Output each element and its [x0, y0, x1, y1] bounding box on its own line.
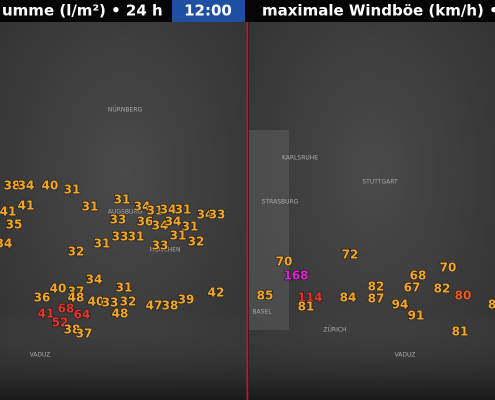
rhine-valley [249, 130, 289, 330]
place-label: AUGSBURG [108, 209, 143, 216]
value-label: 31 [182, 220, 199, 234]
place-label: VADUZ [30, 352, 51, 359]
value-label: 168 [283, 269, 308, 283]
place-label: ZÜRICH [323, 327, 346, 334]
value-label: 48 [68, 291, 85, 305]
place-label: BASEL [252, 309, 272, 316]
time-box [172, 0, 245, 22]
value-label: 84 [340, 291, 357, 305]
value-label: 8 [488, 298, 495, 312]
value-label: 32 [68, 245, 85, 259]
value-label: 81 [298, 300, 315, 314]
value-label: 34 [134, 200, 151, 214]
value-label: 33 [112, 230, 129, 244]
value-label: 41 [18, 199, 35, 213]
value-label: 31 [170, 229, 187, 243]
value-label: 37 [76, 327, 93, 341]
left-title: umme (l/m²) • 24 h [2, 2, 163, 20]
value-label: 38 [162, 299, 179, 313]
value-label: 72 [342, 248, 359, 262]
value-label: 33 [110, 213, 127, 227]
value-label: 64 [74, 308, 91, 322]
value-label: 82 [434, 282, 451, 296]
value-label: 38 [4, 179, 21, 193]
value-label: 34 [86, 273, 103, 287]
value-label: 31 [175, 203, 192, 217]
value-label: 48 [112, 307, 129, 321]
value-label: 31 [64, 183, 81, 197]
value-label: 35 [6, 218, 23, 232]
value-label: 40 [50, 282, 67, 296]
value-label: 37 [68, 285, 85, 299]
value-label: 94 [392, 298, 409, 312]
place-label: NÜRNBERG [108, 107, 143, 114]
value-label: 34 [160, 203, 177, 217]
value-label: 91 [408, 309, 425, 323]
value-label: 68 [410, 269, 427, 283]
place-label: STRASBURG [262, 199, 299, 206]
value-label: 81 [452, 325, 469, 339]
value-label: 80 [455, 289, 472, 303]
value-label: 31 [82, 200, 99, 214]
value-label: 70 [440, 261, 457, 275]
value-label: 36 [34, 291, 51, 305]
value-label: 40 [88, 295, 105, 309]
value-label: 68 [58, 302, 75, 316]
value-label: 52 [52, 316, 69, 330]
value-label: 32 [188, 235, 205, 249]
value-label: 34 [197, 208, 214, 222]
time: 12:00 [184, 2, 232, 20]
value-label: 33 [152, 239, 169, 253]
alps [249, 310, 495, 400]
value-label: 41 [0, 205, 16, 219]
place-label: VADUZ [395, 352, 416, 359]
value-label: 31 [147, 204, 164, 218]
value-label: 70 [276, 255, 293, 269]
place-label: STUTTGART [362, 179, 398, 186]
value-label: 114 [297, 291, 322, 305]
value-label: 34 [165, 215, 182, 229]
value-label: 42 [208, 286, 225, 300]
value-label: 39 [178, 293, 195, 307]
value-label: 33 [209, 208, 226, 222]
value-label: 87 [368, 292, 385, 306]
value-label: 31 [94, 237, 111, 251]
value-label: 34 [0, 237, 12, 251]
value-label: 33 [102, 296, 119, 310]
place-label: MÜNCHEN [149, 247, 180, 254]
value-label: 67 [404, 281, 421, 295]
alps [0, 310, 247, 400]
header-bar [0, 0, 495, 22]
value-label: 47 [146, 299, 163, 313]
value-label: 85 [257, 289, 274, 303]
value-label: 40 [42, 179, 59, 193]
place-label: KARLSRUHE [282, 155, 318, 162]
value-label: 38 [64, 323, 81, 337]
value-label: 82 [368, 280, 385, 294]
value-label: 34 [18, 179, 35, 193]
value-label: 31 [116, 281, 133, 295]
value-label: 32 [120, 295, 137, 309]
value-label: 41 [38, 307, 55, 321]
value-label: 34 [152, 219, 169, 233]
value-label: 31 [114, 193, 131, 207]
value-label: 36 [137, 215, 154, 229]
right-title: maximale Windböe (km/h) • [262, 2, 495, 20]
value-label: 31 [128, 230, 145, 244]
